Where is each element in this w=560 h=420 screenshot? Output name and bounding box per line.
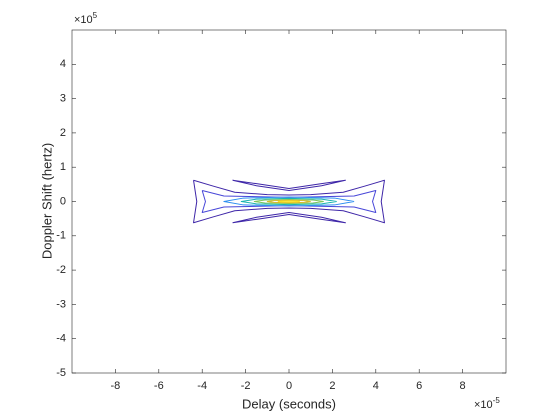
y-tick-label: 0: [60, 195, 66, 207]
x-exponent-power: -5: [493, 396, 501, 405]
x-axis-label: Delay (seconds): [242, 396, 336, 411]
x-tick-label: 6: [416, 380, 422, 392]
y-tick-label: 2: [60, 127, 66, 139]
x-tick-label: -8: [111, 380, 121, 392]
y-exponent: ×105: [74, 11, 98, 26]
x-tick-label: 8: [460, 380, 466, 392]
y-tick-label: 4: [60, 58, 66, 70]
y-tick-label: -3: [56, 298, 66, 310]
x-tick-label: 0: [286, 380, 292, 392]
contour-line: [240, 197, 337, 206]
contour-line: [193, 179, 385, 224]
y-tick-label: -5: [56, 367, 66, 379]
contour-line: [266, 199, 311, 204]
contour-line: [253, 198, 324, 205]
y-tick-label: 1: [60, 161, 66, 173]
x-tick-label: -4: [197, 380, 207, 392]
contour-line: [223, 196, 355, 207]
x-tick-label: -2: [241, 380, 251, 392]
y-tick-label: 3: [60, 93, 66, 105]
contour-line: [232, 179, 346, 192]
y-tick-label: -2: [56, 264, 66, 276]
y-exponent-power: 5: [93, 11, 98, 20]
x-tick-label: 2: [329, 380, 335, 392]
y-tick-label: -4: [56, 333, 66, 345]
x-exponent-base: ×10: [474, 399, 493, 411]
contour-line: [232, 211, 346, 224]
x-tick-label: 4: [373, 380, 379, 392]
x-exponent: ×10-5: [474, 396, 500, 411]
y-tick-label: -1: [56, 230, 66, 242]
plot-area: [71, 29, 507, 374]
x-tick-label: -6: [154, 380, 164, 392]
y-axis-label: Doppler Shift (hertz): [39, 143, 54, 259]
y-exponent-base: ×10: [74, 14, 93, 26]
contour-line: [277, 200, 300, 203]
